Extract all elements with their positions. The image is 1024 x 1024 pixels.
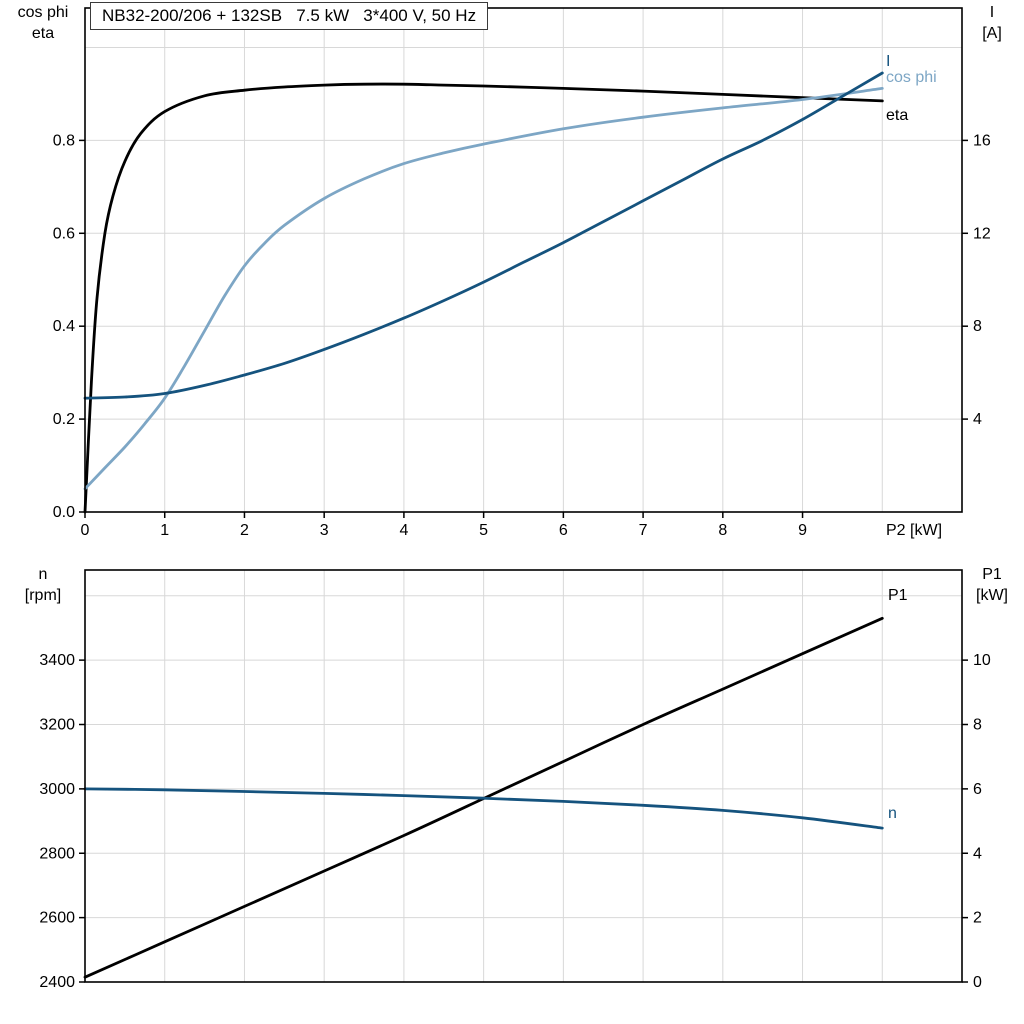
x-tick-label: 9 <box>798 522 807 539</box>
x-tick-label: 3 <box>320 522 329 539</box>
curve-label-I: I <box>886 53 890 70</box>
left-tick-label: 0.6 <box>53 225 75 242</box>
curve-label-n: n <box>888 805 897 822</box>
right-tick-label: 8 <box>973 717 982 734</box>
x-tick-label: 1 <box>160 522 169 539</box>
axis-title-current: I <box>989 4 995 21</box>
left-tick-label: 0.4 <box>53 318 75 335</box>
axis-title-cos-phi: cos phi <box>17 4 69 21</box>
axis-title-speed-unit: [rpm] <box>24 587 62 604</box>
x-tick-label: 2 <box>240 522 249 539</box>
right-tick-label: 6 <box>973 781 982 798</box>
right-tick-label: 16 <box>973 132 991 149</box>
left-tick-label: 0.0 <box>53 504 75 521</box>
right-tick-label: 10 <box>973 652 991 669</box>
axis-title-current-unit: [A] <box>982 25 1002 42</box>
x-axis-label: P2 [kW] <box>886 522 942 539</box>
x-tick-label: 0 <box>81 522 90 539</box>
right-tick-label: 2 <box>973 910 982 927</box>
x-tick-label: 7 <box>639 522 648 539</box>
axis-title-eta: eta <box>31 25 55 42</box>
x-tick-label: 8 <box>718 522 727 539</box>
series-n-curve <box>83 787 884 830</box>
right-tick-label: 8 <box>973 318 982 335</box>
right-tick-label: 0 <box>973 974 982 991</box>
plot-border <box>84 7 963 513</box>
series-eta-curve <box>83 82 884 514</box>
left-tick-label: 2800 <box>39 845 75 862</box>
series-cos-phi-curve <box>83 87 884 491</box>
left-tick-label: 3200 <box>39 717 75 734</box>
x-tick-label: 4 <box>399 522 408 539</box>
right-tick-label: 12 <box>973 225 991 242</box>
series-I-curve <box>83 71 884 400</box>
right-tick-label: 4 <box>973 845 982 862</box>
axis-title-p1: P1 <box>982 566 1002 583</box>
top-left-axis-title: cos phi eta <box>4 2 82 44</box>
left-tick-label: 2600 <box>39 910 75 927</box>
chart-1: 2400 2600 2800 3000 3200 3400 0 2 4 6 8 10 P1 n <box>39 569 991 991</box>
bottom-right-axis-title: P1 [kW] <box>966 564 1018 606</box>
x-tick-label: 6 <box>559 522 568 539</box>
axis-title-speed: n <box>38 566 48 583</box>
axis-title-p1-unit: [kW] <box>976 587 1008 604</box>
top-right-axis-title: I [A] <box>966 2 1018 44</box>
x-tick-label: 5 <box>479 522 488 539</box>
left-tick-label: 0.8 <box>53 132 75 149</box>
left-tick-label: 0.2 <box>53 411 75 428</box>
plot-border <box>84 569 963 983</box>
curve-label-P1: P1 <box>888 587 908 604</box>
curve-label-cos-phi: cos phi <box>886 69 937 86</box>
bottom-left-axis-title: n [rpm] <box>4 564 82 606</box>
right-tick-label: 4 <box>973 411 982 428</box>
left-tick-label: 3000 <box>39 781 75 798</box>
left-tick-label: 3400 <box>39 652 75 669</box>
left-tick-label: 2400 <box>39 974 75 991</box>
chart-title-box: NB32-200/206 + 132SB 7.5 kW 3*400 V, 50 … <box>90 2 489 30</box>
curve-label-eta: eta <box>886 107 908 124</box>
